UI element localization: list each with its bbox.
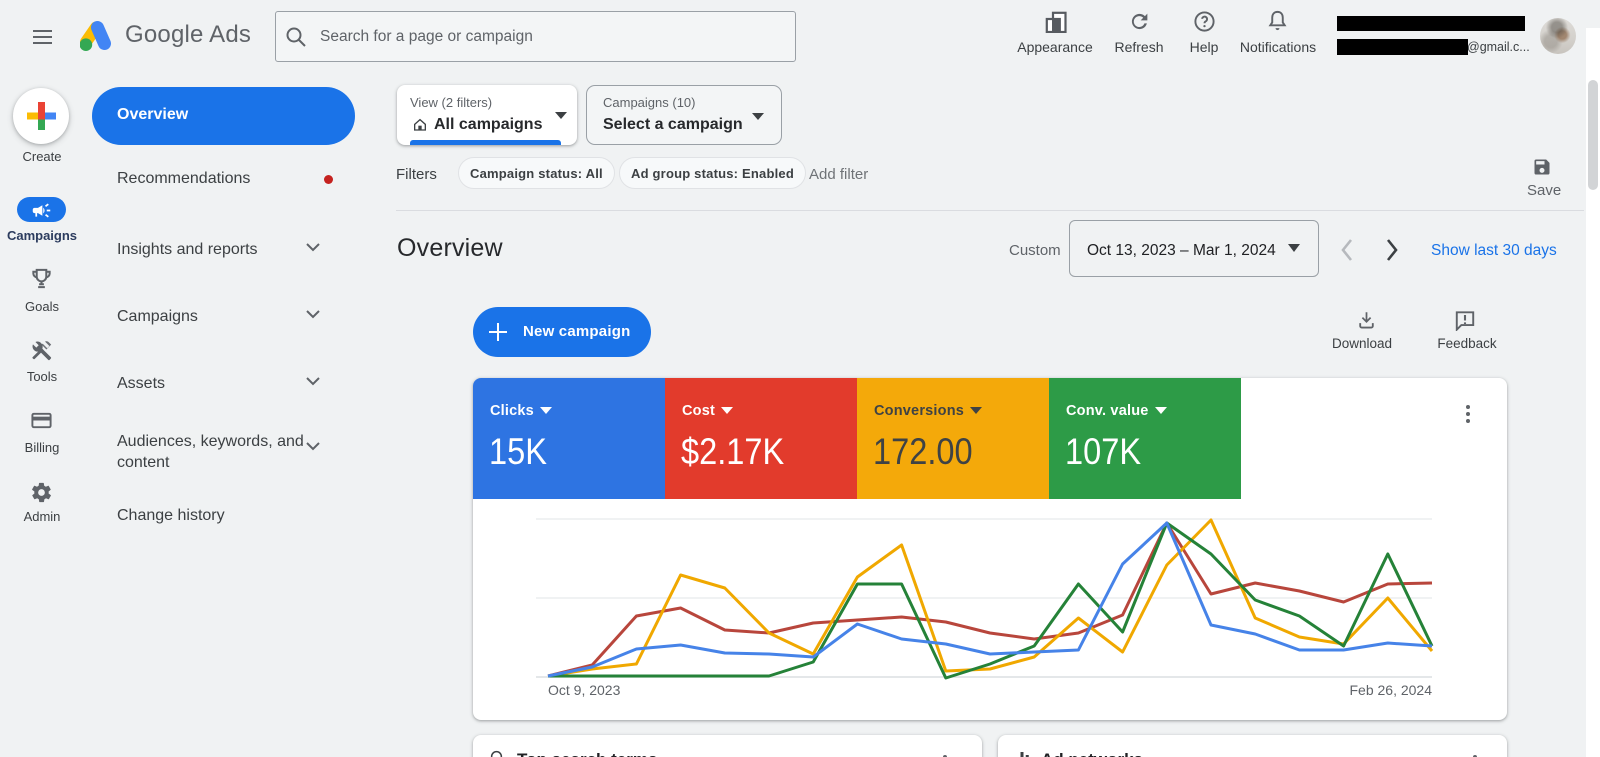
svg-text:Feb 26, 2024: Feb 26, 2024: [1349, 682, 1432, 698]
svg-text:Oct 9, 2023: Oct 9, 2023: [548, 682, 621, 698]
